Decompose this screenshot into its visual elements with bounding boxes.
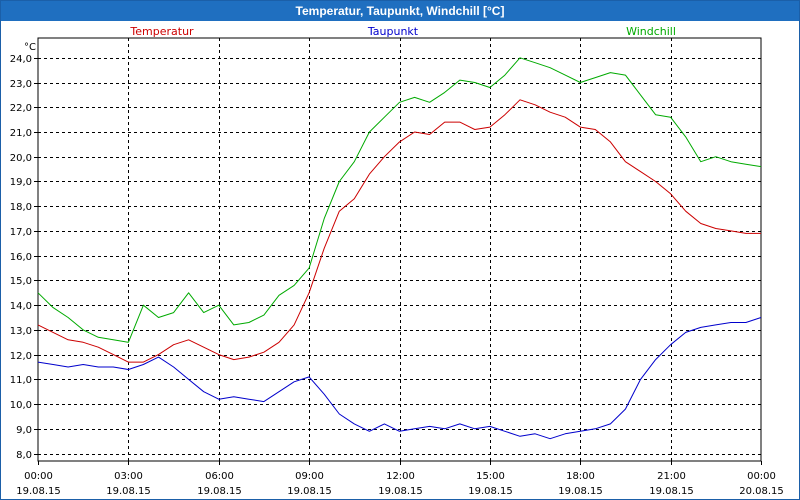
tick-marks — [34, 58, 762, 465]
x-tick-time-label: 00:00 — [24, 471, 53, 482]
y-tick-label: 18,0 — [10, 202, 32, 213]
series-lines — [37, 57, 762, 440]
y-tick-label: 10,0 — [10, 400, 32, 411]
x-tick-date-label: 19.08.15 — [197, 486, 242, 497]
y-tick-label: 13,0 — [10, 326, 32, 337]
y-axis-unit-label: °C — [24, 42, 36, 53]
y-tick-label: 8,0 — [16, 450, 32, 461]
x-tick-time-label: 18:00 — [566, 471, 595, 482]
y-tick-label: 19,0 — [10, 177, 32, 188]
x-tick-date-label: 19.08.15 — [16, 486, 61, 497]
x-tick-time-label: 12:00 — [386, 471, 415, 482]
x-tick-time-label: 09:00 — [295, 471, 324, 482]
y-tick-label: 20,0 — [10, 153, 32, 164]
y-tick-label: 14,0 — [10, 301, 32, 312]
series-line-taupunkt — [37, 317, 762, 440]
window-title: Temperatur, Taupunkt, Windchill [°C] — [1, 1, 799, 21]
x-tick-date-label: 19.08.15 — [106, 486, 151, 497]
x-tick-date-label: 19.08.15 — [468, 486, 513, 497]
plot-area-frame — [37, 37, 762, 462]
y-tick-label: 12,0 — [10, 351, 32, 362]
y-tick-label: 16,0 — [10, 252, 32, 263]
x-tick-time-label: 00:00 — [747, 471, 776, 482]
x-tick-date-label: 20.08.15 — [739, 486, 784, 497]
y-tick-label: 11,0 — [10, 375, 32, 386]
y-tick-label: 24,0 — [10, 54, 32, 65]
y-tick-label: 17,0 — [10, 227, 32, 238]
x-tick-date-label: 19.08.15 — [287, 486, 332, 497]
series-line-windchill — [37, 57, 762, 343]
grid-lines — [38, 38, 761, 461]
x-tick-time-label: 03:00 — [114, 471, 143, 482]
x-tick-time-label: 06:00 — [205, 471, 234, 482]
legend-entry-windchill: Windchill — [626, 25, 676, 38]
y-tick-labels: 8,0 9,0 10,0 11,0 12,0 13,0 14,0 15,0 16,0 17,0 18… — [10, 54, 32, 461]
y-tick-label: 15,0 — [10, 276, 32, 287]
series-line-temperatur — [37, 99, 761, 363]
y-tick-label: 21,0 — [10, 128, 32, 139]
legend-entry-taupunkt: Taupunkt — [367, 25, 419, 38]
x-tick-date-label: 19.08.15 — [558, 486, 603, 497]
x-tick-labels: 00:00 19.08.15 03:00 19.08.15 06:00 19.08.15 0… — [16, 471, 784, 497]
y-tick-label: 22,0 — [10, 103, 32, 114]
x-tick-time-label: 15:00 — [476, 471, 505, 482]
x-tick-date-label: 19.08.15 — [649, 486, 694, 497]
x-tick-time-label: 21:00 — [657, 471, 686, 482]
x-tick-date-label: 19.08.15 — [378, 486, 423, 497]
legend-entry-temperatur: Temperatur — [129, 25, 194, 38]
legend: Temperatur Taupunkt Windchill — [129, 25, 676, 38]
y-tick-label: 23,0 — [10, 79, 32, 90]
y-tick-label: 9,0 — [16, 425, 32, 436]
